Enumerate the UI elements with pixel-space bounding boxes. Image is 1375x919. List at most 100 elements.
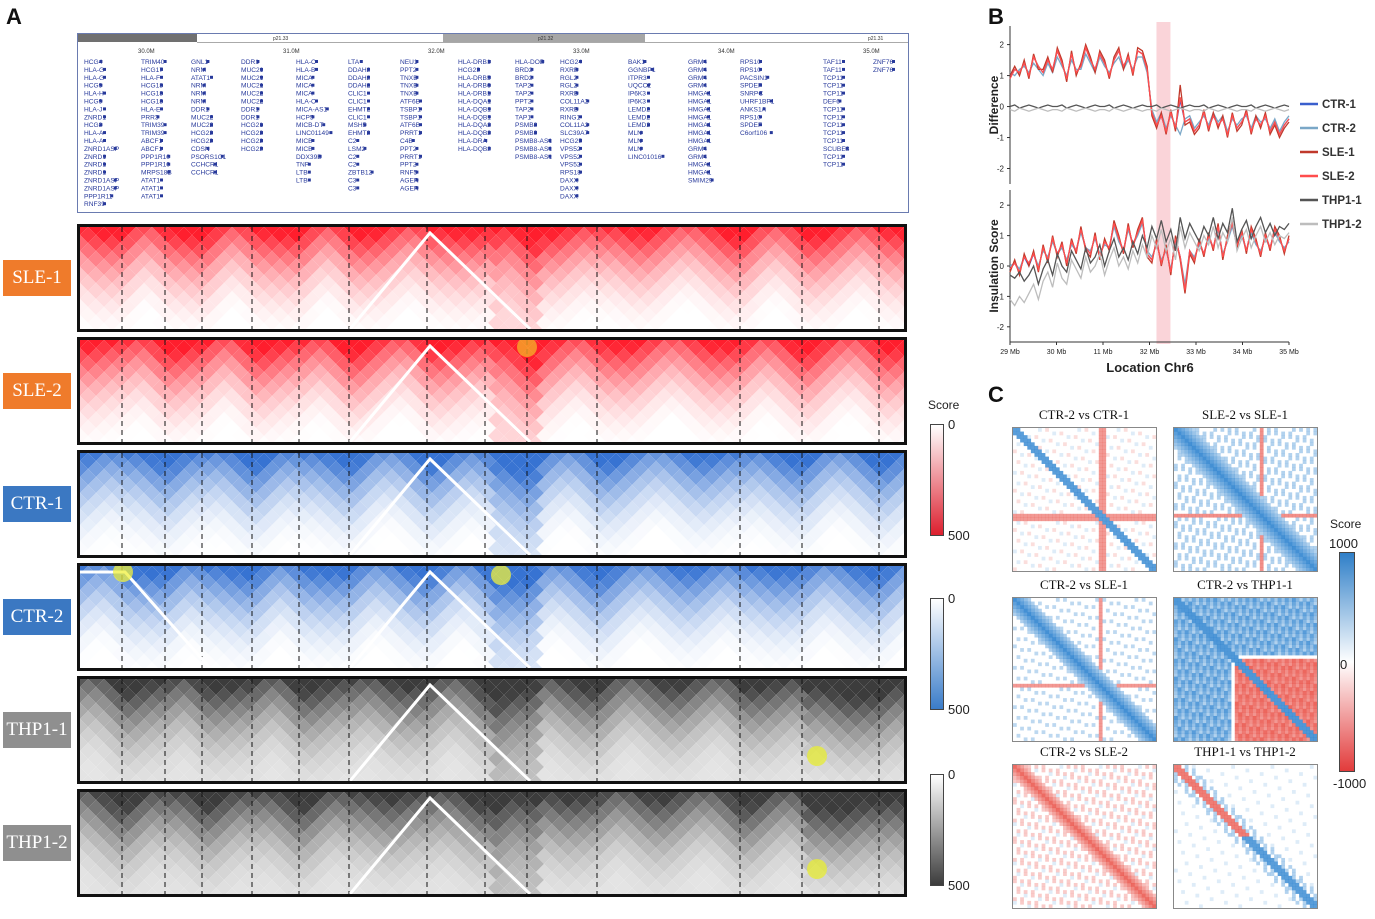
hic-cell bbox=[648, 315, 664, 329]
gene-marker bbox=[842, 67, 845, 71]
hic-cell bbox=[376, 679, 392, 687]
hic-cell bbox=[728, 654, 744, 668]
gene-marker bbox=[707, 170, 710, 174]
hic-cell bbox=[456, 679, 472, 687]
hic-cell bbox=[760, 566, 776, 574]
hic-cell bbox=[424, 340, 440, 348]
hic-cell bbox=[802, 775, 814, 781]
hic-cell bbox=[882, 436, 894, 442]
hic-cell bbox=[82, 549, 94, 555]
hic-cell bbox=[552, 227, 568, 235]
gene-marker bbox=[103, 107, 106, 111]
hic-cell bbox=[88, 767, 104, 781]
hic-cell bbox=[552, 679, 568, 687]
hic-cell bbox=[536, 654, 552, 668]
hic-cell bbox=[98, 323, 110, 329]
hic-cell bbox=[242, 436, 254, 442]
hic-cell bbox=[434, 323, 446, 329]
hic-cell bbox=[568, 566, 584, 574]
gene-marker bbox=[260, 67, 263, 71]
hic-cell bbox=[440, 541, 456, 555]
gene-marker bbox=[315, 99, 318, 103]
hic-cell bbox=[896, 727, 904, 743]
hic-cell bbox=[98, 775, 110, 781]
hic-cell bbox=[184, 767, 200, 781]
gene-name: ZNF76 bbox=[873, 59, 893, 66]
tad-outline bbox=[348, 682, 532, 781]
hic-cell bbox=[88, 315, 104, 329]
gene-marker bbox=[707, 99, 710, 103]
gene-name: HLA-B bbox=[296, 67, 316, 74]
gene-marker bbox=[315, 60, 318, 63]
gene-marker bbox=[260, 139, 263, 142]
gene-name: C3 bbox=[348, 178, 357, 185]
gene-marker bbox=[210, 139, 213, 142]
hic-cell bbox=[834, 436, 846, 442]
gene-marker bbox=[842, 139, 845, 142]
gene-marker bbox=[842, 75, 845, 79]
gene-marker bbox=[419, 154, 422, 158]
hic-cell bbox=[776, 453, 792, 461]
hic-cell bbox=[104, 679, 120, 687]
gene-marker bbox=[575, 67, 579, 71]
gene-name: C3 bbox=[348, 185, 357, 192]
hic-cell bbox=[152, 453, 168, 461]
gene-marker bbox=[260, 99, 263, 103]
tad-outline bbox=[348, 569, 532, 668]
hic-cell bbox=[312, 315, 328, 329]
hic-cell bbox=[882, 662, 894, 668]
hic-cell bbox=[706, 436, 718, 442]
hic-cell bbox=[632, 315, 648, 329]
hic-cell bbox=[488, 767, 504, 781]
hic-cell bbox=[152, 767, 168, 781]
hic-cell bbox=[392, 315, 408, 329]
gene-marker bbox=[842, 123, 845, 127]
gene-marker bbox=[548, 139, 552, 142]
gene-name: PRRT1 bbox=[400, 154, 422, 161]
hic-cell bbox=[520, 767, 536, 781]
hic-cell bbox=[226, 436, 238, 442]
hic-cell bbox=[514, 662, 526, 668]
hic-cell bbox=[258, 549, 270, 555]
gene-marker bbox=[548, 154, 552, 158]
hic-cell bbox=[194, 549, 206, 555]
gene-name: NRM bbox=[191, 91, 206, 98]
gene-marker bbox=[845, 146, 849, 150]
hic-cell bbox=[792, 315, 808, 329]
hic-cell bbox=[754, 662, 766, 668]
hic-cell bbox=[488, 679, 504, 687]
hic-cell bbox=[610, 549, 622, 555]
gene-name: PSMB8-AS1 bbox=[515, 146, 552, 153]
hic-cell bbox=[562, 662, 574, 668]
hic-cell bbox=[664, 792, 680, 800]
gene-name: VPS52 bbox=[560, 162, 581, 169]
gene-marker bbox=[329, 131, 333, 135]
hic-cell bbox=[648, 566, 664, 574]
hic-cell bbox=[776, 566, 792, 574]
hic-cell bbox=[168, 340, 184, 348]
hic-cell bbox=[754, 549, 766, 555]
hic-cell bbox=[824, 453, 840, 461]
hic-track bbox=[77, 337, 907, 445]
gene-marker bbox=[639, 139, 643, 142]
hic-cell bbox=[568, 453, 584, 461]
hic-cell bbox=[808, 566, 824, 574]
hic-cell bbox=[840, 541, 856, 555]
gene-marker bbox=[415, 146, 419, 150]
hic-cell bbox=[312, 654, 328, 668]
hic-cell bbox=[728, 541, 744, 555]
gene-name: MLN bbox=[628, 130, 642, 137]
hic-cell bbox=[344, 654, 360, 668]
hic-cell bbox=[808, 654, 824, 668]
hic-cell bbox=[402, 436, 414, 442]
hic-cell bbox=[280, 340, 296, 348]
hic-cell bbox=[472, 340, 488, 348]
gene-name: HLA-DQB1 bbox=[458, 114, 491, 121]
gene-marker bbox=[103, 131, 106, 135]
hic-cell bbox=[616, 340, 632, 348]
gene-marker bbox=[548, 146, 552, 150]
hic-cell bbox=[360, 566, 376, 574]
gene-name: ATAT1 bbox=[141, 178, 160, 185]
hic-cell bbox=[530, 662, 542, 668]
hic-cell bbox=[584, 654, 600, 668]
